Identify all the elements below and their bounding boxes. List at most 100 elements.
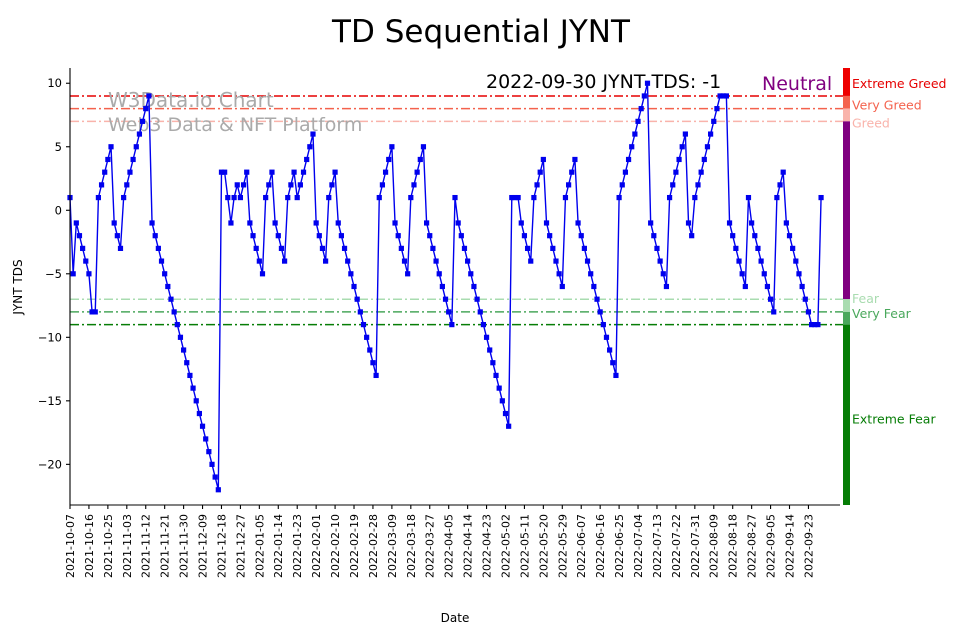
data-point-marker <box>465 258 471 264</box>
data-point-marker <box>272 220 278 226</box>
data-point-marker <box>591 283 597 290</box>
data-point-marker <box>799 283 805 290</box>
data-point-marker <box>184 360 190 366</box>
data-point-marker <box>203 436 209 442</box>
data-point-marker <box>588 271 594 277</box>
data-point-marker <box>427 233 433 239</box>
x-tick-label: 2022-04-14 <box>462 514 475 578</box>
data-point-marker <box>581 245 587 251</box>
data-point-marker <box>698 169 704 175</box>
data-point-marker <box>679 144 685 150</box>
data-point-marker <box>395 233 401 239</box>
data-point-marker <box>761 271 767 277</box>
data-point-marker <box>509 194 515 201</box>
data-point-marker <box>758 258 764 264</box>
x-tick-label: 2022-05-20 <box>537 514 550 578</box>
data-point-marker <box>294 194 300 201</box>
data-point-marker <box>512 194 518 201</box>
data-point-marker <box>805 309 812 315</box>
y-tick-label: 5 <box>55 140 62 154</box>
data-point-marker <box>730 233 736 239</box>
data-point-marker <box>240 182 247 188</box>
data-point-marker <box>461 245 468 251</box>
data-point-marker <box>291 169 297 175</box>
data-point-marker <box>515 194 521 201</box>
data-point-marker <box>755 245 761 251</box>
data-point-marker <box>73 220 79 226</box>
x-tick-label: 2021-12-27 <box>234 514 247 578</box>
data-point-marker <box>499 398 505 404</box>
x-tick-label: 2021-12-09 <box>197 514 210 578</box>
data-point-marker <box>610 360 616 366</box>
x-tick-label: 2021-10-16 <box>83 514 96 578</box>
data-point-marker <box>695 182 701 188</box>
data-point-marker <box>796 271 802 277</box>
data-point-marker <box>616 194 622 201</box>
data-point-marker <box>357 309 363 315</box>
data-point-marker <box>629 144 635 150</box>
data-point-marker <box>537 169 543 175</box>
data-point-marker <box>745 194 752 201</box>
data-point-marker <box>307 144 313 150</box>
data-point-marker <box>723 93 729 99</box>
data-point-marker <box>455 220 461 226</box>
x-tick-label: 2022-09-23 <box>802 514 815 578</box>
data-point-marker <box>215 487 221 493</box>
data-point-marker <box>326 194 332 201</box>
data-point-marker <box>360 322 367 328</box>
data-point-marker <box>98 182 105 188</box>
data-point-marker <box>815 322 821 328</box>
data-point-marker <box>389 144 395 150</box>
x-tick-label: 2022-02-19 <box>348 514 361 578</box>
data-point-marker <box>345 258 351 264</box>
data-point-marker <box>809 322 815 328</box>
data-point-marker <box>348 271 354 277</box>
data-point-marker <box>764 283 771 290</box>
data-point-marker <box>329 182 335 188</box>
data-point-marker <box>121 194 127 201</box>
data-point-marker <box>143 106 149 112</box>
data-point-marker <box>433 258 439 264</box>
data-point-marker <box>780 169 786 175</box>
data-point-marker <box>177 334 184 340</box>
data-point-marker <box>540 156 546 163</box>
data-point-marker <box>471 283 477 290</box>
data-point-marker <box>458 233 464 239</box>
x-tick-label: 2021-11-03 <box>121 514 134 578</box>
x-tick-label: 2022-02-01 <box>310 514 323 578</box>
data-point-marker <box>452 194 458 201</box>
data-point-marker <box>281 258 288 264</box>
data-point-marker <box>566 182 572 188</box>
data-point-marker <box>502 410 509 417</box>
data-point-marker <box>726 220 733 226</box>
data-point-marker <box>468 271 474 277</box>
x-tick-label: 2021-10-25 <box>102 514 115 578</box>
x-tick-label: 2022-05-29 <box>556 514 569 578</box>
data-point-marker <box>603 334 610 340</box>
data-point-marker <box>483 334 490 340</box>
data-point-marker <box>550 245 556 251</box>
data-point-marker <box>638 106 644 112</box>
data-point-marker <box>401 258 408 264</box>
series-jynt-tds <box>67 80 824 493</box>
data-point-marker <box>543 220 550 226</box>
data-point-marker <box>364 334 370 340</box>
data-point-marker <box>420 144 427 150</box>
data-point-marker <box>335 220 341 226</box>
data-point-marker <box>231 194 237 201</box>
data-point-marker <box>749 220 755 226</box>
data-point-marker <box>442 296 449 302</box>
data-point-marker <box>414 169 420 175</box>
data-point-marker <box>218 169 225 175</box>
data-point-marker <box>613 372 619 379</box>
data-point-marker <box>742 283 748 290</box>
data-point-marker <box>136 131 143 137</box>
data-point-marker <box>288 182 294 188</box>
data-point-marker <box>531 194 537 201</box>
data-point-marker <box>266 182 272 188</box>
x-tick-label: 2022-06-07 <box>575 514 588 578</box>
data-point-marker <box>676 156 682 163</box>
data-point-marker <box>297 182 303 188</box>
